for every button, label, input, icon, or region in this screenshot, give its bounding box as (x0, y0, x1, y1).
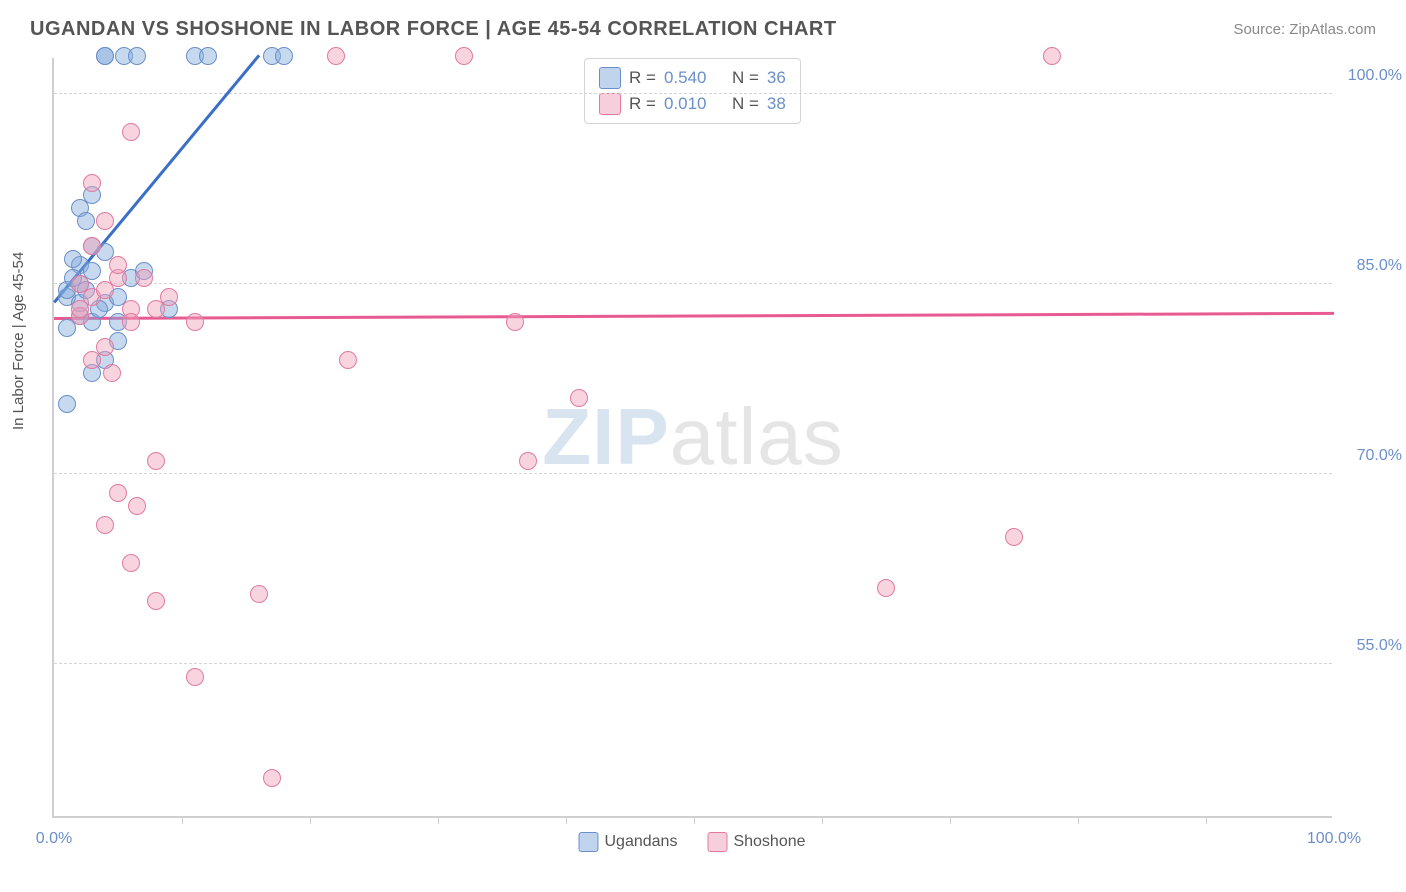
x-tick (438, 816, 439, 824)
data-point-shoshone (71, 300, 89, 318)
legend-swatch-shoshone-bottom (707, 832, 727, 852)
data-point-shoshone (327, 47, 345, 65)
data-point-shoshone (122, 313, 140, 331)
x-tick (822, 816, 823, 824)
legend-row-ugandans: R = 0.540 N = 36 (599, 65, 786, 91)
data-point-shoshone (96, 516, 114, 534)
data-point-shoshone (147, 452, 165, 470)
data-point-ugandans (96, 47, 114, 65)
legend-swatch-shoshone (599, 93, 621, 115)
data-point-shoshone (135, 269, 153, 287)
data-point-shoshone (877, 579, 895, 597)
data-point-shoshone (96, 212, 114, 230)
legend-correlation: R = 0.540 N = 36 R = 0.010 N = 38 (584, 58, 801, 124)
grid-line (54, 93, 1332, 94)
data-point-shoshone (570, 389, 588, 407)
chart-area: ZIPatlas R = 0.540 N = 36 R = 0.010 N = … (52, 58, 1332, 818)
x-tick (1206, 816, 1207, 824)
legend-series: Ugandans Shoshone (578, 832, 805, 852)
grid-line (54, 473, 1332, 474)
data-point-shoshone (263, 769, 281, 787)
data-point-shoshone (186, 313, 204, 331)
data-point-shoshone (122, 554, 140, 572)
x-tick (182, 816, 183, 824)
legend-swatch-ugandans (599, 67, 621, 89)
data-point-shoshone (83, 351, 101, 369)
x-tick (950, 816, 951, 824)
trend-line (54, 312, 1334, 320)
data-point-ugandans (275, 47, 293, 65)
grid-line (54, 283, 1332, 284)
data-point-shoshone (109, 256, 127, 274)
data-point-shoshone (83, 237, 101, 255)
data-point-ugandans (199, 47, 217, 65)
watermark: ZIPatlas (542, 391, 843, 483)
data-point-ugandans (77, 212, 95, 230)
data-point-ugandans (58, 395, 76, 413)
y-tick-label: 55.0% (1342, 637, 1402, 655)
data-point-shoshone (103, 364, 121, 382)
y-tick-label: 100.0% (1342, 67, 1402, 85)
data-point-shoshone (1043, 47, 1061, 65)
source-label: Source: ZipAtlas.com (1233, 21, 1376, 38)
y-tick-label: 85.0% (1342, 257, 1402, 275)
data-point-shoshone (71, 275, 89, 293)
legend-item-ugandans: Ugandans (578, 832, 677, 852)
chart-title: UGANDAN VS SHOSHONE IN LABOR FORCE | AGE… (30, 18, 837, 41)
data-point-shoshone (250, 585, 268, 603)
data-point-shoshone (122, 123, 140, 141)
y-tick-label: 70.0% (1342, 447, 1402, 465)
data-point-shoshone (1005, 528, 1023, 546)
data-point-shoshone (455, 47, 473, 65)
data-point-shoshone (128, 497, 146, 515)
legend-row-shoshone: R = 0.010 N = 38 (599, 91, 786, 117)
y-axis-label: In Labor Force | Age 45-54 (10, 252, 27, 430)
data-point-shoshone (147, 592, 165, 610)
data-point-shoshone (186, 668, 204, 686)
data-point-ugandans (64, 250, 82, 268)
grid-line (54, 663, 1332, 664)
legend-item-shoshone: Shoshone (707, 832, 805, 852)
data-point-ugandans (128, 47, 146, 65)
x-tick (310, 816, 311, 824)
data-point-shoshone (519, 452, 537, 470)
data-point-shoshone (339, 351, 357, 369)
legend-swatch-ugandans-bottom (578, 832, 598, 852)
data-point-shoshone (506, 313, 524, 331)
data-point-shoshone (109, 484, 127, 502)
x-tick-label: 0.0% (36, 830, 72, 848)
x-tick (566, 816, 567, 824)
plot-area: ZIPatlas R = 0.540 N = 36 R = 0.010 N = … (52, 58, 1332, 818)
data-point-shoshone (147, 300, 165, 318)
data-point-shoshone (83, 174, 101, 192)
x-tick-label: 100.0% (1307, 830, 1361, 848)
data-point-shoshone (96, 281, 114, 299)
x-tick (1078, 816, 1079, 824)
x-tick (694, 816, 695, 824)
